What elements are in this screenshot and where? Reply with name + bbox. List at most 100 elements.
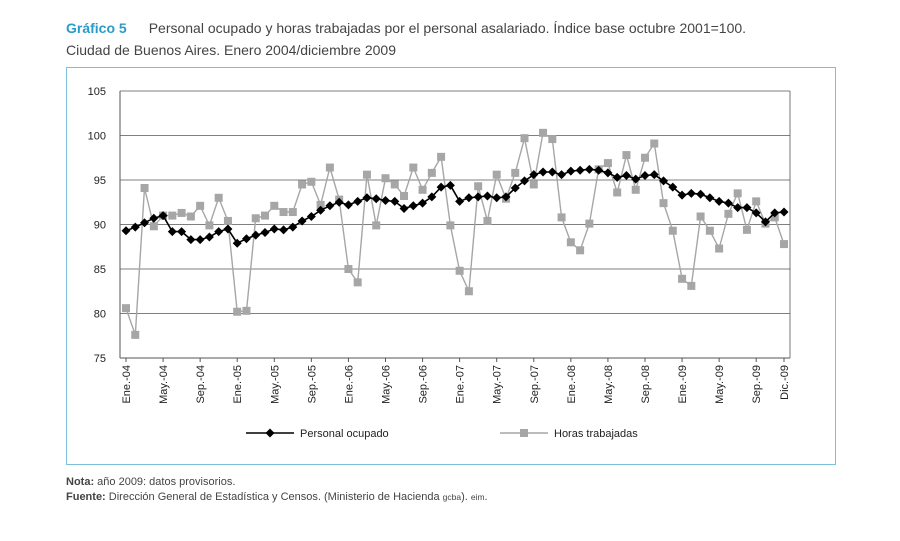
x-tick-label: May.-04: [158, 365, 170, 404]
horas-trabajadas-point: [520, 134, 529, 143]
x-tick-label: Sep.-06: [418, 365, 430, 404]
horas-trabajadas-point: [455, 266, 464, 275]
personal-ocupado-point: [557, 170, 567, 180]
personal-ocupado-point: [473, 192, 483, 202]
personal-ocupado-point: [408, 201, 418, 211]
personal-ocupado-point: [640, 171, 650, 181]
personal-ocupado-point: [464, 193, 474, 203]
personal-ocupado-point: [510, 183, 520, 193]
x-tick-label: May.-08: [603, 365, 615, 404]
note-text: año 2009: datos provisorios.: [97, 476, 236, 488]
x-tick-label: May.-07: [492, 365, 504, 404]
personal-ocupado-point: [353, 196, 363, 206]
horas-trabajadas-point: [140, 184, 149, 193]
horas-trabajadas-point: [353, 278, 362, 287]
horas-trabajadas-point: [733, 189, 742, 198]
y-tick-label: 100: [88, 131, 106, 143]
horas-trabajadas-point: [603, 159, 612, 168]
horas-trabajadas-point: [446, 221, 455, 230]
personal-ocupado-point: [371, 194, 381, 204]
horas-trabajadas-point: [196, 201, 205, 210]
personal-ocupado-point: [241, 234, 251, 244]
personal-ocupado-point: [232, 238, 242, 248]
chart-header: Gráfico 5 Personal ocupado y horas trabaj…: [66, 17, 866, 61]
chart-frame: [66, 67, 836, 465]
legend-marker-horas-trabajadas: [520, 429, 528, 437]
horas-trabajadas-point: [223, 216, 232, 225]
horas-trabajadas-point: [214, 193, 223, 202]
horas-trabajadas-point: [557, 213, 566, 222]
personal-ocupado-point: [362, 193, 372, 203]
personal-ocupado-point: [696, 189, 706, 199]
personal-ocupado-point: [223, 224, 233, 234]
y-tick-label: 105: [88, 86, 106, 98]
personal-ocupado-point: [297, 216, 307, 226]
horas-trabajadas-point: [251, 214, 260, 223]
personal-ocupado-point: [631, 174, 641, 184]
y-tick-label: 95: [94, 175, 106, 187]
horas-trabajadas-point: [316, 200, 325, 209]
personal-ocupado-point: [603, 168, 613, 178]
horas-trabajadas-point: [715, 244, 724, 253]
personal-ocupado-point: [705, 193, 715, 203]
horas-trabajadas-point: [640, 153, 649, 162]
horas-trabajadas-point: [650, 139, 659, 148]
horas-trabajadas-point: [122, 304, 130, 313]
horas-trabajadas-point: [622, 151, 631, 160]
x-tick-label: May.-06: [380, 365, 392, 404]
personal-ocupado-point: [325, 201, 335, 211]
personal-ocupado-point: [380, 195, 390, 205]
personal-ocupado-point: [177, 227, 187, 237]
horas-trabajadas-point: [613, 188, 622, 197]
chart-subtitle: Ciudad de Buenos Aires. Enero 2004/dicie…: [66, 42, 396, 58]
personal-ocupado-point: [492, 193, 502, 203]
personal-ocupado-point: [566, 166, 576, 176]
x-tick-label: Ene.-08: [566, 365, 578, 404]
personal-ocupado-point: [714, 196, 724, 206]
personal-ocupado-point: [770, 208, 780, 218]
personal-ocupado-point: [594, 165, 604, 175]
x-tick-label: Sep.-04: [195, 365, 207, 404]
x-tick-label: Ene.-07: [455, 365, 467, 404]
personal-ocupado-point: [436, 182, 446, 192]
personal-ocupado-point: [269, 224, 279, 234]
source-mid: ).: [461, 491, 471, 503]
personal-ocupado-point: [455, 196, 465, 206]
personal-ocupado-point: [659, 176, 669, 186]
x-tick-label: May.-05: [269, 365, 281, 404]
horas-trabajadas-point: [724, 209, 733, 218]
horas-trabajadas-point: [372, 221, 381, 230]
personal-ocupado-point: [677, 190, 687, 200]
horas-trabajadas-point: [288, 208, 297, 217]
personal-ocupado-point: [186, 235, 196, 245]
personal-ocupado-point: [529, 170, 539, 180]
horas-trabajadas-point: [742, 225, 751, 234]
horas-trabajadas-point: [307, 177, 316, 186]
personal-ocupado-point: [343, 200, 353, 210]
personal-ocupado-point: [195, 235, 205, 245]
horas-trabajadas-point: [242, 306, 251, 315]
horas-trabajadas-point: [177, 208, 186, 217]
personal-ocupado-point: [214, 227, 224, 237]
personal-ocupado-point: [575, 165, 585, 175]
personal-ocupado-point: [612, 172, 622, 182]
horas-trabajadas-point: [696, 212, 705, 221]
x-tick-label: Sep.-05: [306, 365, 318, 404]
personal-ocupado-point: [584, 164, 594, 174]
horas-trabajadas-point: [362, 170, 371, 179]
horas-trabajadas-point: [464, 287, 473, 296]
chart-title: Personal ocupado y horas trabajadas por …: [148, 20, 747, 36]
personal-ocupado-point: [760, 217, 770, 227]
horas-trabajadas-point: [279, 208, 288, 217]
horas-trabajadas-point: [687, 281, 696, 290]
horas-trabajadas-point: [511, 168, 520, 177]
source-eim: eim: [470, 492, 485, 502]
horas-trabajadas-point: [409, 163, 418, 172]
horas-trabajadas-point: [261, 211, 270, 220]
horas-trabajadas-point: [205, 221, 214, 230]
legend-label-personal-ocupado: Personal ocupado: [300, 428, 389, 440]
horas-trabajadas-point: [325, 163, 334, 172]
horas-trabajadas-point: [548, 135, 557, 144]
personal-ocupado-point: [649, 170, 659, 180]
personal-ocupado-point: [723, 198, 733, 208]
